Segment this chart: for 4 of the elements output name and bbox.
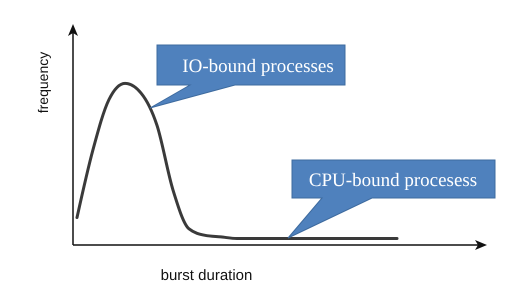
x-axis-title: burst duration: [160, 267, 252, 284]
text: IO-bound processes: [182, 56, 334, 77]
annotation: CPU-bound procesess: [308, 170, 478, 191]
y-axis-title: frequency: [34, 52, 51, 114]
